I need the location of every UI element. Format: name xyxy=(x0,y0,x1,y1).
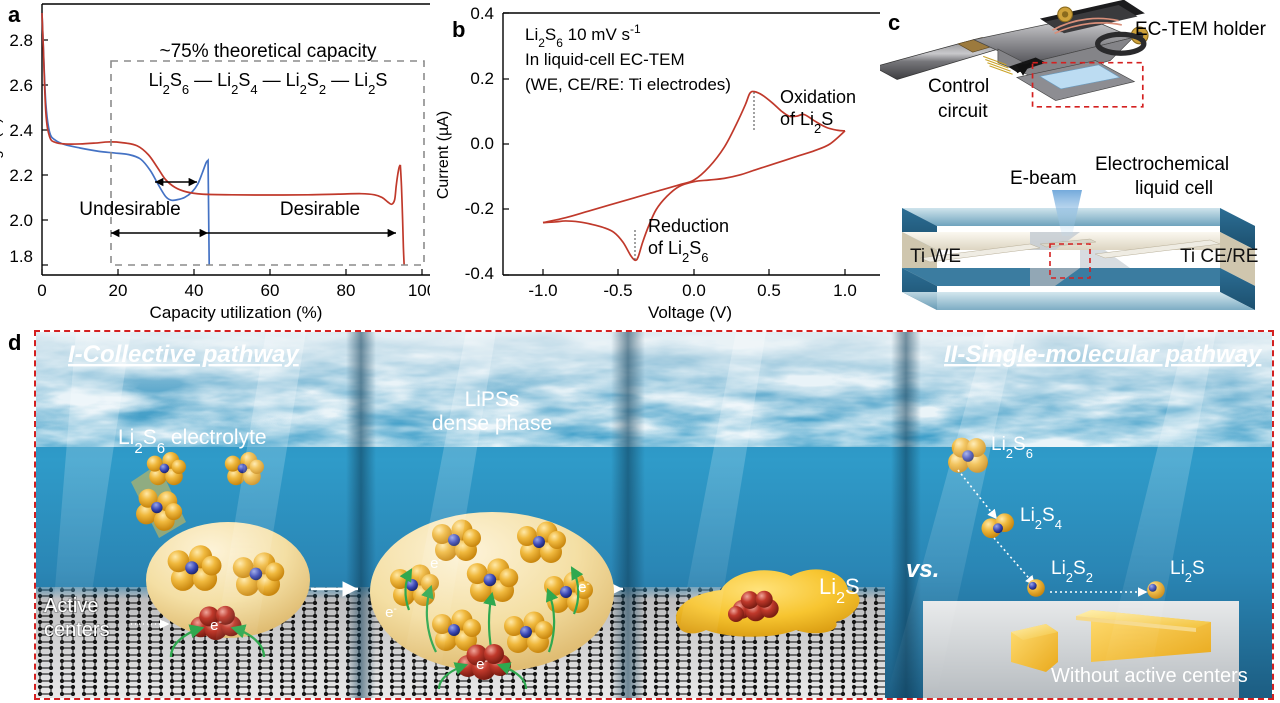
svg-text:Li2S6 10 mV s-1: Li2S6 10 mV s-1 xyxy=(525,22,641,50)
svg-text:100: 100 xyxy=(408,281,430,300)
svg-text:80: 80 xyxy=(337,281,356,300)
svg-text:of Li2S: of Li2S xyxy=(780,109,833,136)
svg-text:2.6: 2.6 xyxy=(9,76,33,95)
svg-text:of Li2S6: of Li2S6 xyxy=(648,238,709,265)
svg-text:2.4: 2.4 xyxy=(9,121,33,140)
svg-text:40: 40 xyxy=(185,281,204,300)
svg-text:Electrochemical: Electrochemical xyxy=(1095,154,1229,175)
svg-text:E-beam: E-beam xyxy=(1010,168,1077,189)
svg-text:0.2: 0.2 xyxy=(470,69,494,88)
svg-text:a: a xyxy=(8,2,21,27)
svg-text:Reduction: Reduction xyxy=(648,216,729,236)
svg-text:Capacity utilization (%): Capacity utilization (%) xyxy=(150,303,323,322)
svg-text:b: b xyxy=(452,17,465,42)
svg-text:60: 60 xyxy=(261,281,280,300)
svg-text:Voltage (V): Voltage (V) xyxy=(648,303,732,322)
svg-text:Ti CE/RE: Ti CE/RE xyxy=(1180,246,1258,267)
svg-text:Control: Control xyxy=(928,76,989,97)
svg-text:Current (µA): Current (µA) xyxy=(435,111,452,199)
svg-text:0.0: 0.0 xyxy=(470,134,494,153)
svg-text:0.4: 0.4 xyxy=(470,4,494,23)
svg-text:c: c xyxy=(888,10,900,35)
svg-text:2.0: 2.0 xyxy=(9,211,33,230)
svg-text:2.8: 2.8 xyxy=(9,31,33,50)
svg-text:-1.0: -1.0 xyxy=(528,281,557,300)
svg-text:~75% theoretical capacity: ~75% theoretical capacity xyxy=(159,41,377,62)
svg-text:(WE, CE/RE: Ti electrodes): (WE, CE/RE: Ti electrodes) xyxy=(525,75,731,94)
svg-text:-0.2: -0.2 xyxy=(465,199,494,218)
svg-text:circuit: circuit xyxy=(938,101,988,122)
svg-text:Voltage (V): Voltage (V) xyxy=(0,118,4,192)
svg-text:Ti WE: Ti WE xyxy=(910,246,961,267)
svg-text:Desirable: Desirable xyxy=(280,199,360,220)
svg-text:0: 0 xyxy=(37,281,46,300)
svg-text:Li2S6 — Li2S4 — Li2S2 — Li2S: Li2S6 — Li2S4 — Li2S2 — Li2S xyxy=(149,70,388,97)
svg-text:1.0: 1.0 xyxy=(833,281,857,300)
svg-text:20: 20 xyxy=(109,281,128,300)
svg-text:Oxidation: Oxidation xyxy=(780,87,856,107)
svg-text:0.0: 0.0 xyxy=(682,281,706,300)
svg-text:2.2: 2.2 xyxy=(9,166,33,185)
svg-text:1.8: 1.8 xyxy=(9,247,33,266)
svg-text:Undesirable: Undesirable xyxy=(79,199,180,220)
svg-text:liquid cell: liquid cell xyxy=(1135,178,1213,199)
svg-text:0.5: 0.5 xyxy=(757,281,781,300)
svg-text:EC-TEM holder: EC-TEM holder xyxy=(1135,19,1267,40)
svg-text:In liquid-cell EC-TEM: In liquid-cell EC-TEM xyxy=(525,50,685,69)
svg-text:-0.5: -0.5 xyxy=(603,281,632,300)
svg-text:-0.4: -0.4 xyxy=(465,264,494,283)
